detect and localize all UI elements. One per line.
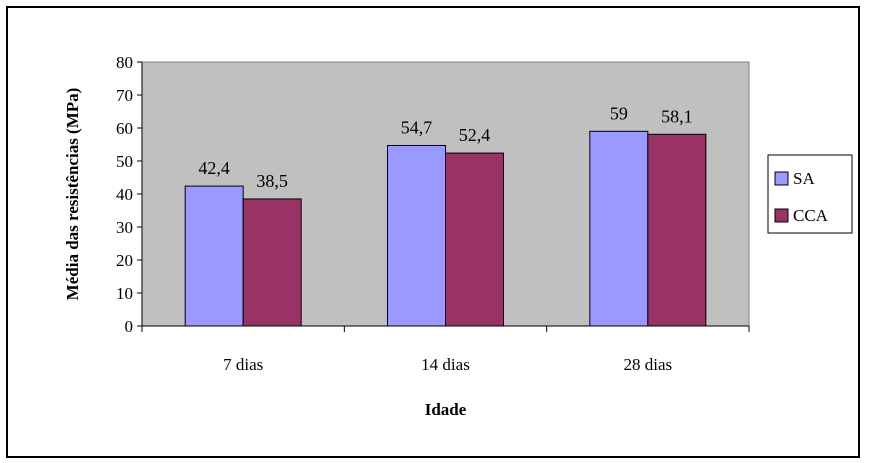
data-label: 42,4 xyxy=(198,158,230,178)
legend-swatch-cca xyxy=(774,208,789,223)
x-tick-label: 7 dias xyxy=(223,355,263,374)
y-tick-label: 20 xyxy=(116,251,133,270)
bar-sa-2 xyxy=(387,144,446,327)
bar-cca-3 xyxy=(647,133,707,327)
legend: SA CCA xyxy=(767,154,853,234)
y-tick-label: 40 xyxy=(116,185,133,204)
labels-layer: 0 10 20 30 40 50 60 70 80 42,4 38,5 7 dias 54,7 52,4 1… xyxy=(116,53,693,374)
y-tick-label: 80 xyxy=(116,53,133,72)
data-label: 59 xyxy=(610,103,628,123)
x-tick-label: 28 dias xyxy=(624,355,673,374)
y-tick-label: 10 xyxy=(116,284,133,303)
axes-layer xyxy=(137,61,750,332)
y-tick-label: 0 xyxy=(125,317,134,336)
bar-cca-1 xyxy=(242,198,302,327)
y-tick-label: 50 xyxy=(116,152,133,171)
x-axis-title: Idade xyxy=(425,400,467,419)
bars-layer xyxy=(184,130,707,327)
legend-label-cca: CCA xyxy=(793,206,829,225)
data-label: 38,5 xyxy=(256,171,288,191)
data-label: 54,7 xyxy=(401,117,433,137)
legend-swatch-sa xyxy=(774,171,789,186)
legend-label-sa: SA xyxy=(793,169,815,188)
bar-sa-1 xyxy=(184,185,244,327)
y-tick-label: 70 xyxy=(116,86,133,105)
y-axis-title: Média das resistências (MPa) xyxy=(63,88,82,301)
bar-sa-3 xyxy=(589,130,649,327)
x-tick-label: 14 dias xyxy=(421,355,470,374)
data-label: 58,1 xyxy=(661,106,693,126)
bar-cca-2 xyxy=(445,152,504,327)
y-tick-label: 30 xyxy=(116,218,133,237)
data-label: 52,4 xyxy=(459,125,491,145)
y-tick-label: 60 xyxy=(116,119,133,138)
